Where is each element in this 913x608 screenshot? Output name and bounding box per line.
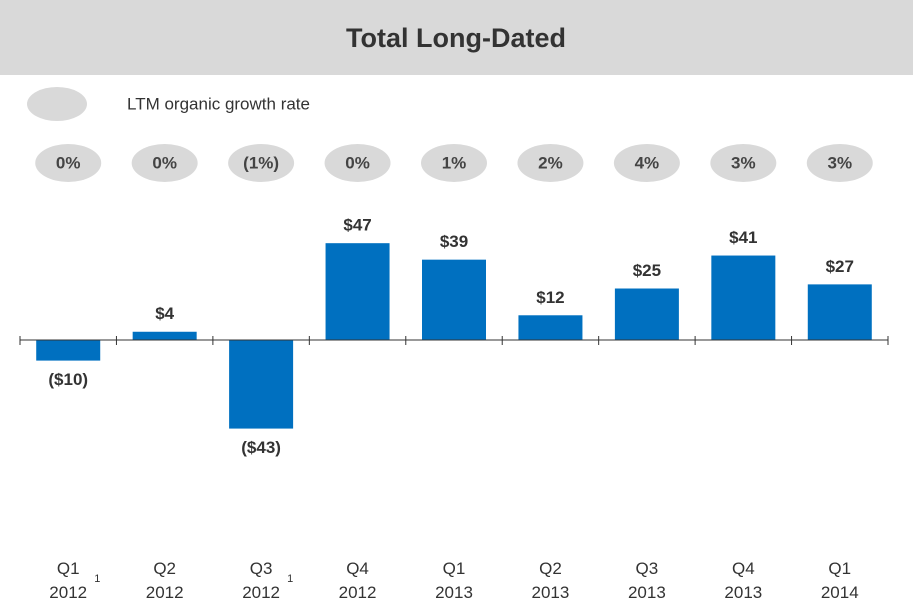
data-label: ($43) bbox=[241, 438, 281, 457]
data-label: $47 bbox=[343, 216, 371, 235]
growth-bubble bbox=[517, 144, 584, 182]
growth-bubble bbox=[324, 144, 391, 182]
legend-swatch bbox=[27, 87, 87, 121]
data-label: $25 bbox=[633, 261, 661, 280]
footnote-marker: 1 bbox=[287, 573, 294, 585]
growth-bubble bbox=[131, 144, 198, 182]
growth-label: 3% bbox=[827, 153, 852, 172]
x-tick-label: Q2 2013 bbox=[531, 559, 570, 602]
growth-bubble bbox=[710, 144, 777, 182]
growth-label: 4% bbox=[635, 153, 660, 172]
x-tick-label: Q3 2013 bbox=[627, 559, 666, 602]
growth-bubble bbox=[228, 144, 295, 182]
growth-bubble bbox=[806, 144, 873, 182]
growth-label: 1% bbox=[442, 153, 467, 172]
bar bbox=[132, 331, 197, 340]
growth-bubble bbox=[35, 144, 102, 182]
growth-bubble bbox=[613, 144, 680, 182]
bar bbox=[807, 284, 872, 340]
x-tick-label: Q1 2013 bbox=[435, 559, 473, 602]
growth-label: (1%) bbox=[243, 153, 279, 172]
chart-title: Total Long-Dated bbox=[346, 23, 566, 53]
data-label: $39 bbox=[440, 232, 468, 251]
bar bbox=[614, 288, 679, 340]
x-tick-label: Q2 2012 bbox=[145, 559, 184, 602]
growth-bubble bbox=[421, 144, 487, 182]
bar bbox=[229, 340, 294, 429]
bar bbox=[711, 255, 776, 340]
legend-label: LTM organic growth rate bbox=[127, 94, 310, 113]
bar bbox=[518, 315, 583, 340]
header-band bbox=[0, 0, 913, 75]
x-tick-label: Q1 2014 bbox=[820, 559, 859, 602]
bar bbox=[422, 259, 486, 340]
data-label: $27 bbox=[826, 257, 854, 276]
bar bbox=[36, 340, 101, 361]
data-label: $41 bbox=[729, 228, 757, 247]
data-label: $4 bbox=[155, 304, 174, 323]
x-tick-label: Q1 2012 bbox=[49, 559, 88, 602]
footnote-marker: 1 bbox=[94, 573, 101, 585]
x-tick-label: Q4 2013 bbox=[724, 559, 763, 602]
growth-label: 2% bbox=[538, 153, 563, 172]
bar bbox=[325, 243, 390, 340]
data-label: ($10) bbox=[48, 370, 88, 389]
x-tick-label: Q4 2012 bbox=[338, 559, 377, 602]
x-tick-label: Q3 2012 bbox=[242, 559, 281, 602]
growth-label: 0% bbox=[56, 153, 81, 172]
data-label: $12 bbox=[536, 288, 564, 307]
growth-label: 0% bbox=[345, 153, 370, 172]
growth-label: 0% bbox=[152, 153, 177, 172]
growth-label: 3% bbox=[731, 153, 756, 172]
